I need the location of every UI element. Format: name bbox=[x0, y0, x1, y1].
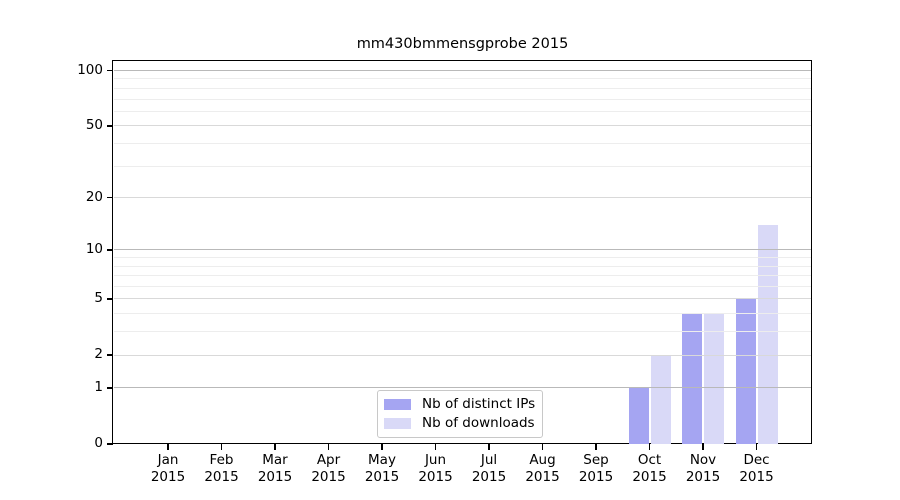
x-axis-label-aug: Aug 2015 bbox=[525, 452, 560, 485]
bar-downloads-oct bbox=[650, 355, 671, 444]
y-axis-tick-2 bbox=[107, 354, 113, 356]
x-axis-tick-jul bbox=[488, 444, 490, 450]
y-axis-label-20: 20 bbox=[85, 188, 103, 205]
y-axis-label-2: 2 bbox=[94, 346, 103, 363]
x-axis-tick-nov bbox=[702, 444, 704, 450]
y-axis-label-0: 0 bbox=[94, 435, 103, 452]
y-axis-tick-50 bbox=[107, 125, 113, 127]
gridline-y-90 bbox=[114, 78, 811, 80]
x-axis-tick-oct bbox=[648, 444, 651, 450]
x-axis-label-jun: Jun 2015 bbox=[418, 452, 453, 485]
x-axis-label-feb: Feb 2015 bbox=[204, 452, 239, 485]
x-axis-tick-dec bbox=[755, 444, 758, 450]
gridline-y-1 bbox=[114, 387, 811, 389]
y-axis-label-100: 100 bbox=[77, 61, 103, 78]
bar-downloads-dec bbox=[757, 224, 778, 444]
legend-swatch-downloads bbox=[384, 418, 411, 429]
legend-item-distinct-ips: Nb of distinct IPs bbox=[384, 397, 542, 412]
x-axis-label-jul: Jul 2015 bbox=[471, 452, 507, 485]
y-axis-label-50: 50 bbox=[85, 117, 103, 134]
y-axis-label-1: 1 bbox=[94, 379, 103, 396]
gridline-y-5 bbox=[114, 298, 811, 300]
gridline-y-60 bbox=[114, 110, 811, 112]
gridline-y-30 bbox=[114, 165, 811, 167]
gridline-y-100 bbox=[114, 70, 811, 71]
legend-label-downloads: Nb of downloads bbox=[422, 415, 535, 431]
y-axis-label-5: 5 bbox=[94, 290, 103, 307]
plot-area-border bbox=[112, 60, 812, 444]
y-axis-tick-5 bbox=[107, 298, 113, 300]
chart-title: mm430bmmensgprobe 2015 bbox=[356, 36, 569, 52]
gridline-y-2 bbox=[114, 354, 811, 356]
gridline-y-80 bbox=[114, 87, 811, 89]
legend-item-downloads: Nb of downloads bbox=[384, 416, 542, 431]
gridline-y-8 bbox=[114, 265, 811, 267]
x-axis-tick-may bbox=[381, 444, 383, 450]
x-axis-tick-aug bbox=[541, 444, 544, 450]
x-axis-tick-feb bbox=[220, 444, 223, 450]
y-axis-tick-100 bbox=[107, 69, 113, 72]
x-axis-tick-jan bbox=[167, 444, 169, 450]
gridline-y-10 bbox=[114, 249, 811, 251]
x-axis-label-apr: Apr 2015 bbox=[311, 452, 346, 485]
y-axis-tick-10 bbox=[107, 249, 113, 251]
y-axis-tick-20 bbox=[107, 196, 113, 199]
bar-distinct-ips-dec bbox=[735, 298, 756, 444]
x-axis-label-jan: Jan 2015 bbox=[150, 452, 186, 485]
gridline-y-3 bbox=[114, 331, 811, 333]
x-axis-label-mar: Mar 2015 bbox=[257, 452, 293, 485]
x-axis-tick-jun bbox=[434, 444, 437, 450]
gridline-y-7 bbox=[114, 275, 811, 277]
x-axis-tick-sep bbox=[595, 444, 597, 450]
legend: Nb of distinct IPs Nb of downloads bbox=[377, 390, 543, 438]
legend-swatch-distinct-ips bbox=[384, 399, 411, 410]
bar-distinct-ips-oct bbox=[628, 387, 649, 444]
x-axis-label-sep: Sep 2015 bbox=[578, 452, 614, 485]
x-axis-label-may: May 2015 bbox=[364, 452, 400, 485]
legend-label-distinct-ips: Nb of distinct IPs bbox=[422, 396, 536, 412]
bar-distinct-ips-nov bbox=[682, 313, 702, 444]
gridline-y-9 bbox=[114, 257, 811, 259]
bar-downloads-nov bbox=[704, 313, 724, 444]
x-axis-label-dec: Dec 2015 bbox=[739, 452, 774, 485]
gridline-y-6 bbox=[114, 286, 811, 288]
y-axis-label-10: 10 bbox=[85, 241, 103, 258]
y-axis-tick-0 bbox=[107, 443, 113, 445]
gridline-y-40 bbox=[114, 142, 811, 144]
x-axis-tick-apr bbox=[327, 444, 330, 450]
y-axis-tick-1 bbox=[107, 387, 113, 389]
x-axis-label-oct: Oct 2015 bbox=[632, 452, 667, 485]
gridline-y-70 bbox=[114, 98, 811, 100]
x-axis-label-nov: Nov 2015 bbox=[685, 452, 721, 485]
gridline-y-4 bbox=[114, 313, 811, 315]
x-axis-tick-mar bbox=[274, 444, 276, 450]
gridline-y-50 bbox=[114, 125, 811, 127]
gridline-y-20 bbox=[114, 197, 811, 199]
